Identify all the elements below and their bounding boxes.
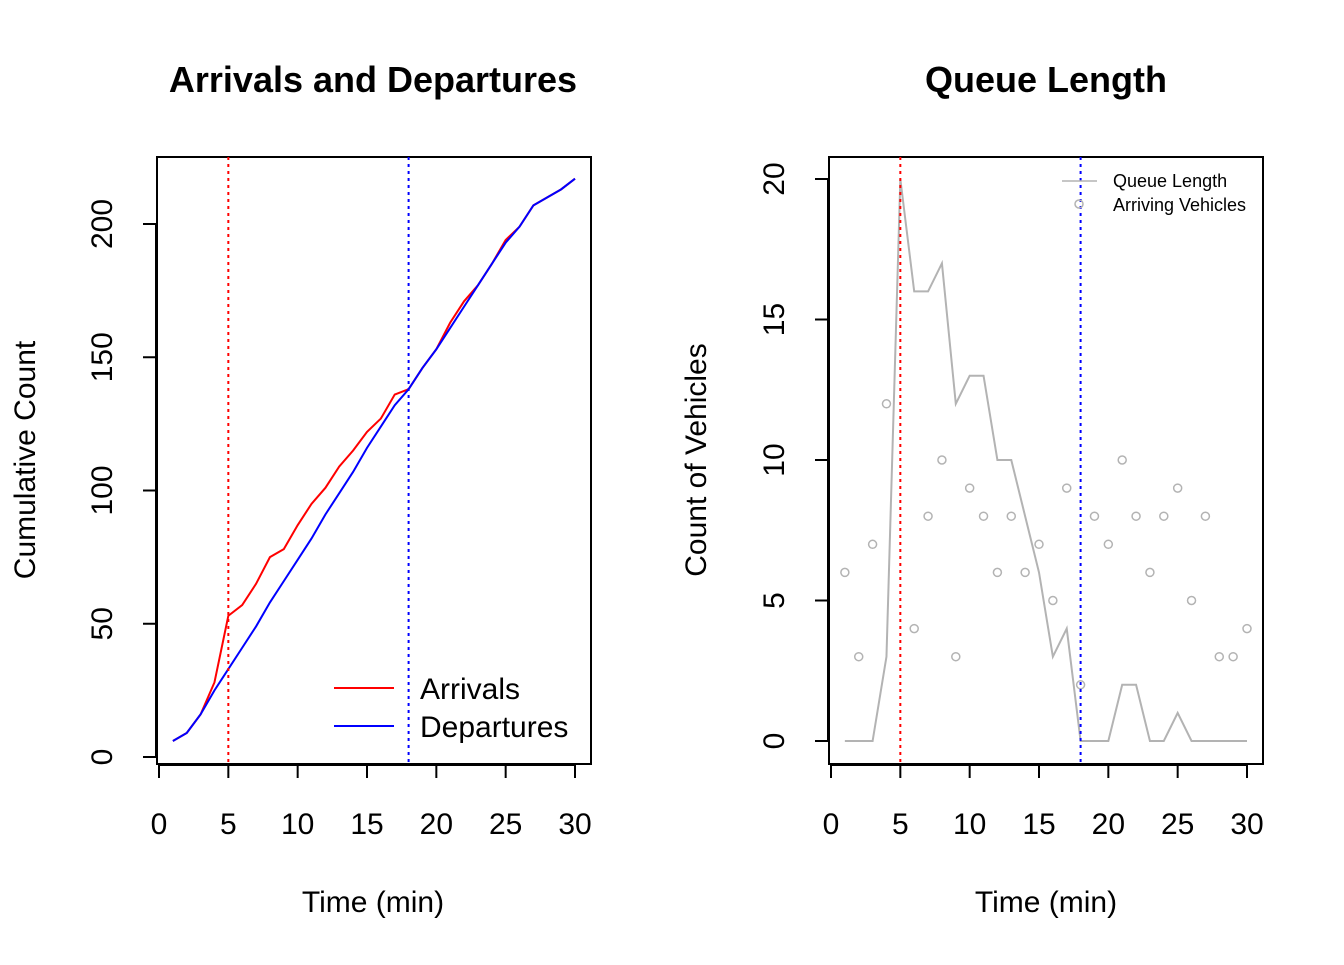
data-point <box>937 455 947 465</box>
data-point <box>1172 483 1183 493</box>
data-point <box>1048 595 1058 606</box>
legend-label: Arrivals <box>420 673 520 706</box>
y-tick-label: 200 <box>86 199 119 249</box>
x-tick-label: 30 <box>1230 808 1263 841</box>
x-tick-label: 0 <box>151 808 168 841</box>
x-tick-label: 25 <box>489 808 522 841</box>
data-point <box>853 651 864 662</box>
y-tick-label: 0 <box>758 733 791 750</box>
y-tick-label: 50 <box>86 607 119 640</box>
x-tick-label: 25 <box>1161 808 1194 841</box>
data-point <box>867 539 878 550</box>
data-point <box>964 483 975 493</box>
x-tick-label: 10 <box>953 808 986 841</box>
legend-label: Arriving Vehicles <box>1113 195 1246 215</box>
legend-label: Departures <box>420 711 568 744</box>
chart-title: Queue Length <box>925 59 1167 100</box>
data-point <box>909 623 919 634</box>
data-point <box>1020 567 1030 578</box>
y-tick-label: 100 <box>86 465 119 515</box>
data-point <box>881 399 892 409</box>
legend-swatch <box>1074 199 1084 209</box>
y-tick-label: 15 <box>758 303 791 336</box>
y-axis-label: Cumulative Count <box>9 340 42 579</box>
data-point <box>1103 539 1114 550</box>
plot-frame <box>828 156 1264 765</box>
data-point <box>1034 539 1044 550</box>
data-point <box>951 651 961 662</box>
data-point <box>1159 511 1169 521</box>
legend-label: Queue Length <box>1113 171 1227 191</box>
panel-1: Arrivals and Departures Time (min) Cumulat… <box>9 59 592 919</box>
y-tick-label: 5 <box>758 592 791 609</box>
plot-area <box>172 157 576 764</box>
data-point <box>1145 567 1155 578</box>
x-tick-label: 10 <box>281 808 314 841</box>
data-point <box>1131 511 1141 521</box>
x-tick-label: 30 <box>558 808 591 841</box>
chart-title: Arrivals and Departures <box>169 59 577 100</box>
plot-frame <box>156 156 592 765</box>
x-tick-label: 5 <box>892 808 909 841</box>
data-point <box>840 567 850 578</box>
x-tick-label: 0 <box>823 808 840 841</box>
x-tick-label: 5 <box>220 808 237 841</box>
data-point <box>1200 511 1211 521</box>
x-tick-label: 15 <box>1022 808 1055 841</box>
plot-area <box>840 35 1252 764</box>
data-point <box>1186 595 1197 606</box>
series-line-queue-length <box>844 178 1247 742</box>
y-tick-label: 0 <box>86 749 119 766</box>
data-point <box>1075 680 1086 690</box>
x-axis-label: Time (min) <box>302 886 444 919</box>
data-point <box>923 511 933 521</box>
data-point <box>1117 455 1127 465</box>
y-axis-label: Count of Vehicles <box>680 343 713 576</box>
y-tick-label: 10 <box>758 443 791 476</box>
data-point <box>978 511 989 521</box>
y-tick-label: 20 <box>758 162 791 195</box>
x-tick-label: 20 <box>1092 808 1125 841</box>
x-axis-label: Time (min) <box>975 886 1117 919</box>
data-point <box>1061 483 1072 493</box>
data-point <box>896 35 904 43</box>
x-tick-label: 15 <box>350 808 383 841</box>
data-point <box>1228 651 1238 662</box>
data-point <box>1242 623 1252 634</box>
x-tick-label: 20 <box>420 808 453 841</box>
series-line-arrivals <box>172 177 576 742</box>
data-point <box>992 567 1003 578</box>
data-point <box>1089 511 1100 521</box>
data-point <box>1006 511 1017 521</box>
data-point <box>1214 651 1225 662</box>
y-tick-label: 150 <box>86 332 119 382</box>
panel-2: Queue Length Time (min) Count of Vehicles 0… <box>680 35 1264 919</box>
series-line-departures <box>172 177 576 742</box>
